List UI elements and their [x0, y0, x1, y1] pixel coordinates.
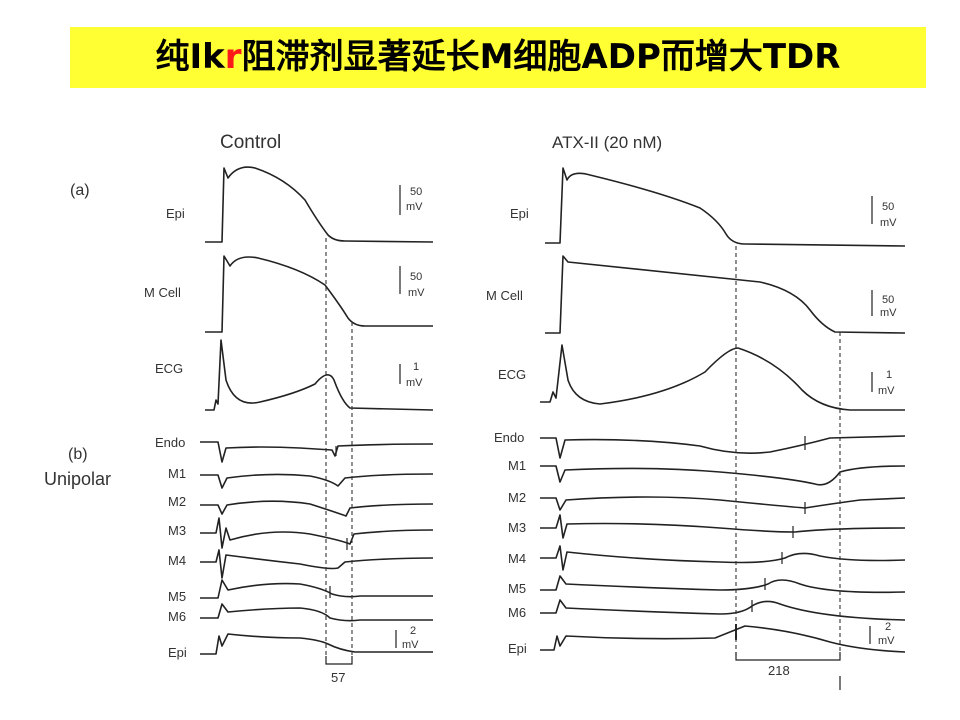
control-lead-label: M4: [168, 553, 186, 568]
control-mcell-ap-trace: [205, 255, 433, 333]
atx-lead-label: Endo: [494, 430, 524, 445]
control-lead-label: M5: [168, 589, 186, 604]
atx-lead-label: M4: [508, 551, 526, 566]
control-lead-label: M3: [168, 523, 186, 538]
atx-panel: ATX-II (20 nM) Epi 50 mV M Cell 50 mV EC…: [486, 133, 906, 690]
atx-lead-trace: [540, 575, 906, 594]
control-lead-label: Epi: [168, 645, 187, 660]
atx-lead-trace: [540, 625, 906, 653]
control-interval-bracket: [325, 656, 353, 665]
control-ecg-trace: [205, 339, 434, 411]
atx-lead-trace: [540, 599, 906, 621]
title-banner: 纯Ikr阻滞剂显著延长M细胞ADP而增大TDR: [70, 27, 926, 88]
atx-lead-trace: [540, 435, 906, 459]
control-lead-label: M2: [168, 494, 186, 509]
control-heading: Control: [220, 132, 281, 153]
unipolar-label: Unipolar: [44, 469, 111, 489]
control-lead-trace: [200, 549, 434, 579]
atx-epi-scale-value: 50: [882, 201, 894, 213]
atx-ecg-scale-value: 1: [886, 369, 892, 381]
atx-lead-trace: [540, 545, 906, 571]
control-lead-label: M6: [168, 609, 186, 624]
control-unipolar-scale-unit: mV: [402, 639, 419, 651]
atx-mcell-scale-unit: mV: [880, 307, 897, 319]
control-lead-trace: [200, 441, 434, 463]
control-ecg-label: ECG: [155, 361, 183, 376]
control-mcell-label: M Cell: [144, 285, 181, 300]
atx-interval-value: 218: [768, 663, 790, 678]
control-mcell-scale-value: 50: [410, 271, 422, 283]
title-highlight: r: [224, 37, 242, 77]
atx-epi-label: Epi: [510, 206, 529, 221]
atx-interval-bracket: [735, 652, 841, 661]
atx-lead-label: M1: [508, 458, 526, 473]
control-lead-trace: [200, 579, 433, 599]
control-mcell-scale-unit: mV: [408, 287, 425, 299]
atx-lead-trace: [540, 514, 906, 539]
atx-ecg-scale-unit: mV: [878, 385, 895, 397]
control-lead-trace: [200, 517, 434, 549]
control-epi-ap-trace: [205, 166, 434, 243]
atx-ecg-label: ECG: [498, 367, 526, 382]
title-part-2: 阻滞剂显著延长M细胞ADP而增大TDR: [241, 37, 841, 77]
atx-lead-trace: [540, 496, 906, 511]
control-ecg-scale-unit: mV: [406, 377, 423, 389]
control-lead-label: M1: [168, 466, 186, 481]
atx-unipolar-scale-unit: mV: [878, 635, 895, 647]
atx-mcell-label: M Cell: [486, 288, 523, 303]
control-lead-trace: [200, 473, 434, 489]
atx-lead-label: M2: [508, 490, 526, 505]
control-lead-label: Endo: [155, 435, 185, 450]
atx-lead-label: M6: [508, 605, 526, 620]
atx-lead-trace: [540, 465, 906, 486]
atx-mcell-scale-value: 50: [882, 294, 894, 306]
atx-heading: ATX-II (20 nM): [552, 133, 662, 152]
atx-epi-scale-unit: mV: [880, 217, 897, 229]
atx-lead-label: M3: [508, 520, 526, 535]
atx-mcell-ap-trace: [545, 255, 906, 334]
control-panel: Control (a) (b) Unipolar Epi 50 mV M Cel…: [44, 132, 434, 685]
control-lead-trace: [200, 500, 434, 517]
panel-label-b: (b): [68, 446, 88, 463]
atx-lead-label: M5: [508, 581, 526, 596]
control-epi-label: Epi: [166, 206, 185, 221]
slide-title: 纯Ikr阻滞剂显著延长M细胞ADP而增大TDR: [70, 27, 926, 88]
panel-label-a: (a): [70, 182, 90, 199]
atx-lead-label: Epi: [508, 641, 527, 656]
control-lead-trace: [200, 633, 433, 655]
control-epi-scale-unit: mV: [406, 201, 423, 213]
atx-ecg-trace: [540, 344, 905, 411]
control-unipolar-scale-value: 2: [410, 625, 416, 637]
title-part-1: 纯Ik: [155, 37, 225, 77]
control-ecg-scale-value: 1: [413, 361, 419, 373]
atx-epi-ap-trace: [545, 167, 906, 247]
control-interval-value: 57: [331, 670, 345, 685]
control-lead-trace: [200, 603, 433, 622]
atx-unipolar-scale-value: 2: [885, 621, 891, 633]
control-epi-scale-value: 50: [410, 186, 422, 198]
